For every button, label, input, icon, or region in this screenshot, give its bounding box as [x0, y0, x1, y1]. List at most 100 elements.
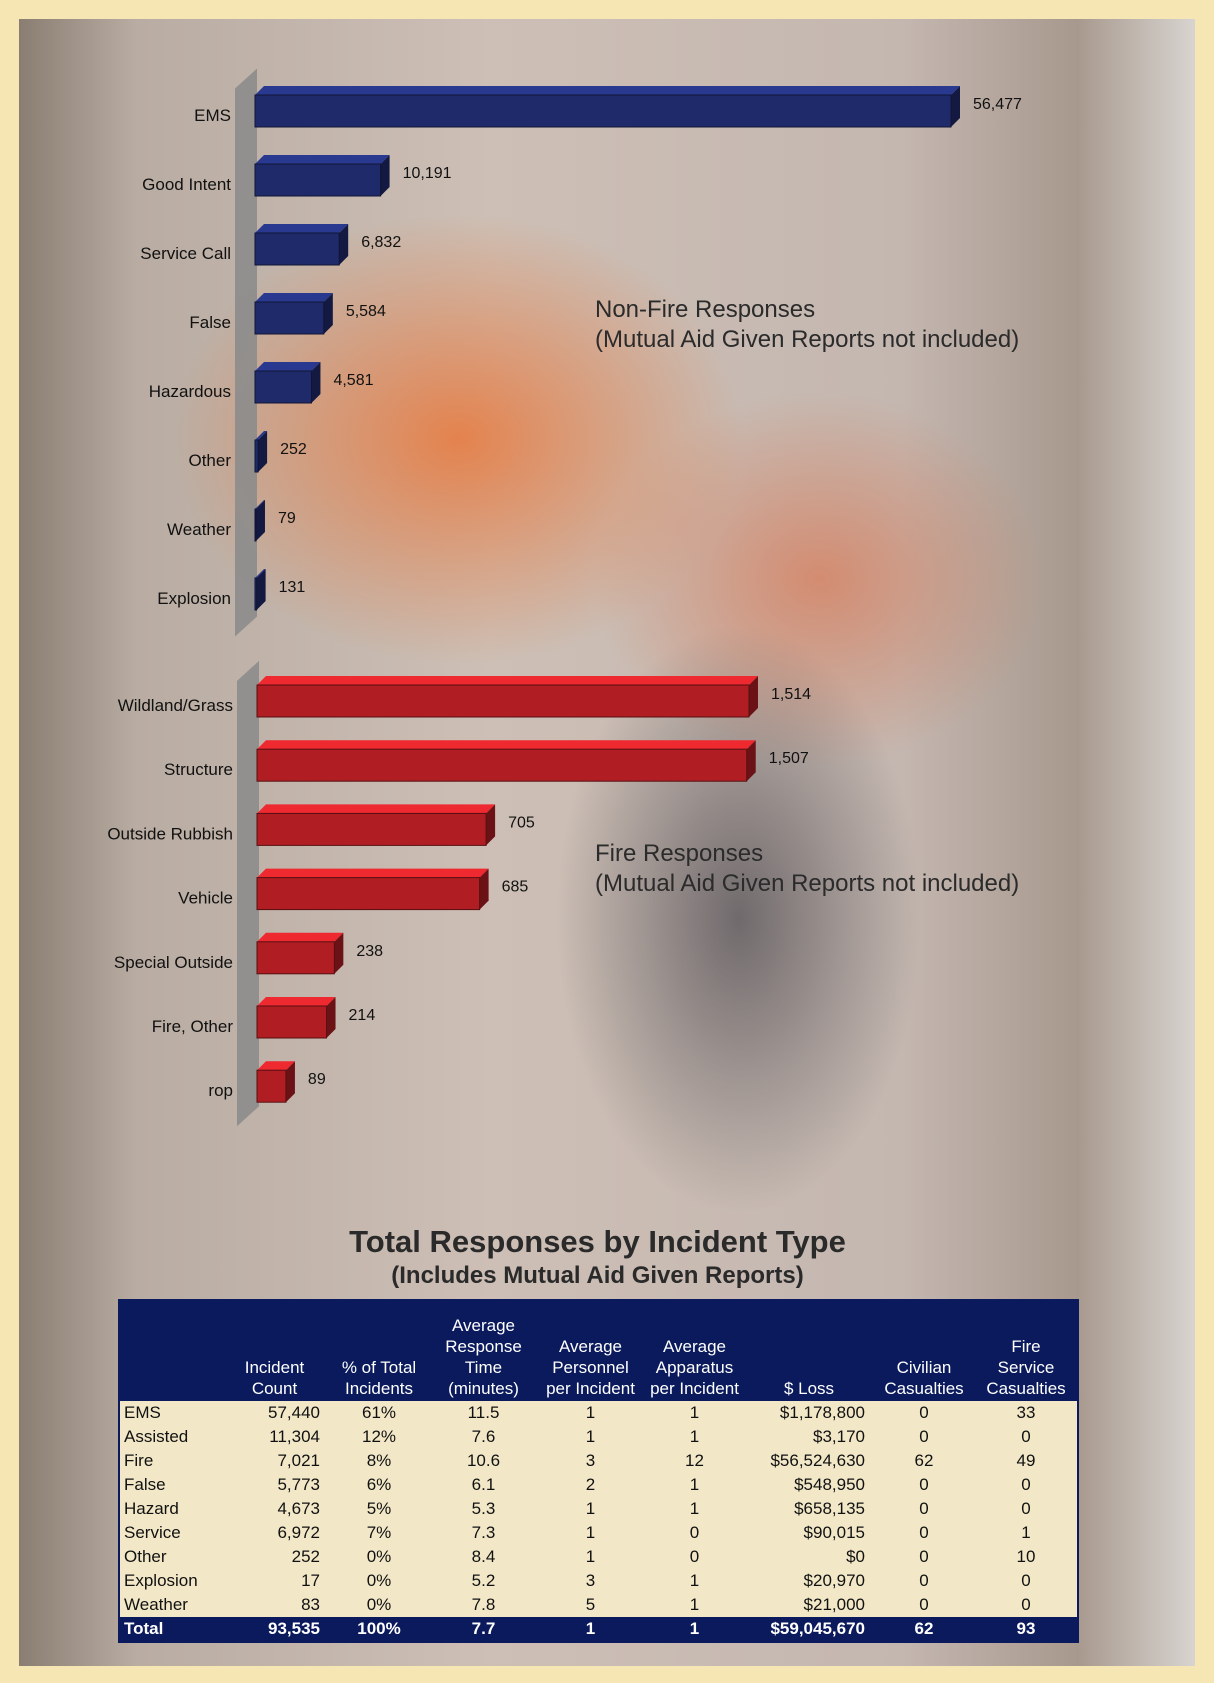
category-label: Outside Rubbish — [107, 824, 233, 843]
total-cell: 62 — [873, 1617, 975, 1642]
header-cell: Fire Service Casualties — [975, 1300, 1078, 1401]
table-cell: 7% — [328, 1521, 430, 1545]
table-cell: 252 — [221, 1545, 328, 1569]
bar-side — [323, 293, 333, 334]
bar — [256, 1069, 287, 1103]
table-cell: 6.1 — [430, 1473, 537, 1497]
bar — [256, 941, 335, 975]
table-cell: 1 — [644, 1401, 745, 1425]
category-label: Fire, Other — [152, 1017, 234, 1036]
table-row: False 5,773 6% 6.1 2 1 $548,950 0 0 — [119, 1473, 1078, 1497]
value-label: 705 — [508, 814, 535, 831]
table-cell: 5.2 — [430, 1569, 537, 1593]
bar — [254, 301, 325, 335]
bar-side — [334, 932, 344, 974]
table-cell: 1 — [537, 1401, 644, 1425]
value-label: 79 — [278, 510, 296, 527]
table-row: Hazard 4,673 5% 5.3 1 1 $658,135 0 0 — [119, 1497, 1078, 1521]
bar-top — [255, 155, 390, 164]
bar-top — [255, 224, 349, 233]
table-cell: 1 — [644, 1473, 745, 1497]
table-cell: 10.6 — [430, 1449, 537, 1473]
header-cell: Average Response Time (minutes) — [430, 1300, 537, 1401]
bar-side — [486, 804, 496, 846]
table-cell: 6,972 — [221, 1521, 328, 1545]
table-cell: 1 — [537, 1497, 644, 1521]
bar-top — [257, 932, 344, 942]
bar-top — [255, 362, 321, 371]
table-cell: 1 — [644, 1569, 745, 1593]
table-cell: $56,524,630 — [745, 1449, 873, 1473]
bar-top — [255, 569, 266, 578]
chart-subtitle: (Mutual Aid Given Reports not included) — [595, 326, 1019, 353]
table-cell: Fire — [119, 1449, 221, 1473]
table-row: Weather 83 0% 7.8 5 1 $21,000 0 0 — [119, 1593, 1078, 1617]
table-cell: 12 — [644, 1449, 745, 1473]
table-row: EMS 57,440 61% 11.5 1 1 $1,178,800 0 33 — [119, 1401, 1078, 1425]
table-cell: 7.3 — [430, 1521, 537, 1545]
table-cell: 3 — [537, 1569, 644, 1593]
table-cell: 8% — [328, 1449, 430, 1473]
header-cell: Civilian Casualties — [873, 1300, 975, 1401]
bar-side — [255, 500, 265, 541]
table-cell: 0 — [644, 1545, 745, 1569]
bar-side — [479, 868, 489, 910]
table-cell: Service — [119, 1521, 221, 1545]
table-cell: $20,970 — [745, 1569, 873, 1593]
bar-side — [285, 1061, 295, 1103]
category-label: Weather — [167, 520, 231, 539]
table-cell: 5% — [328, 1497, 430, 1521]
value-label: 238 — [356, 943, 383, 960]
bar — [256, 877, 481, 911]
table-cell: $1,178,800 — [745, 1401, 873, 1425]
table-cell: 83 — [221, 1593, 328, 1617]
table-cell: 0 — [873, 1473, 975, 1497]
header-cell: $ Loss — [745, 1300, 873, 1401]
summary-table: Incident Count% of Total Incidents Averag… — [118, 1299, 1079, 1643]
bar — [254, 163, 382, 197]
bar-side — [746, 740, 756, 782]
value-label: 131 — [279, 579, 306, 596]
table-cell: 33 — [975, 1401, 1078, 1425]
bar-top — [257, 676, 758, 685]
bar-side — [311, 362, 321, 403]
bar-top — [257, 997, 336, 1006]
table-cell: 5.3 — [430, 1497, 537, 1521]
bar — [256, 748, 748, 782]
header-cell: Incident Count — [221, 1300, 328, 1401]
table-cell: False — [119, 1473, 221, 1497]
category-label: Special Outside — [114, 953, 233, 972]
table-cell: 0 — [975, 1425, 1078, 1449]
total-cell: 93 — [975, 1617, 1078, 1642]
bar-side — [951, 86, 960, 127]
value-label: 89 — [308, 1071, 326, 1088]
table-cell: Other — [119, 1545, 221, 1569]
table-cell: 1 — [644, 1593, 745, 1617]
category-label: Wildland/Grass — [118, 696, 233, 715]
total-cell: 100% — [328, 1617, 430, 1642]
bar — [254, 439, 259, 473]
bar — [254, 577, 258, 611]
table-cell: 0 — [873, 1521, 975, 1545]
category-label: rop — [208, 1081, 233, 1100]
table-cell: 11,304 — [221, 1425, 328, 1449]
table-row: Fire 7,021 8% 10.6 3 12 $56,524,630 62 49 — [119, 1449, 1078, 1473]
category-label: False — [189, 313, 231, 332]
table-cell: 49 — [975, 1449, 1078, 1473]
table-cell: Hazard — [119, 1497, 221, 1521]
bar-side — [380, 155, 390, 196]
bar-top — [257, 740, 756, 750]
table-cell: 0 — [975, 1569, 1078, 1593]
value-label: 4,581 — [333, 372, 373, 389]
header-cell: % of Total Incidents — [328, 1300, 430, 1401]
bar-top — [257, 1061, 295, 1071]
bar-side — [256, 569, 266, 610]
total-cell: 7.7 — [430, 1617, 537, 1642]
category-label: Hazardous — [149, 382, 231, 401]
table-cell: $0 — [745, 1545, 873, 1569]
table-cell: 0 — [644, 1521, 745, 1545]
table-cell: 61% — [328, 1401, 430, 1425]
value-label: 252 — [280, 441, 307, 458]
